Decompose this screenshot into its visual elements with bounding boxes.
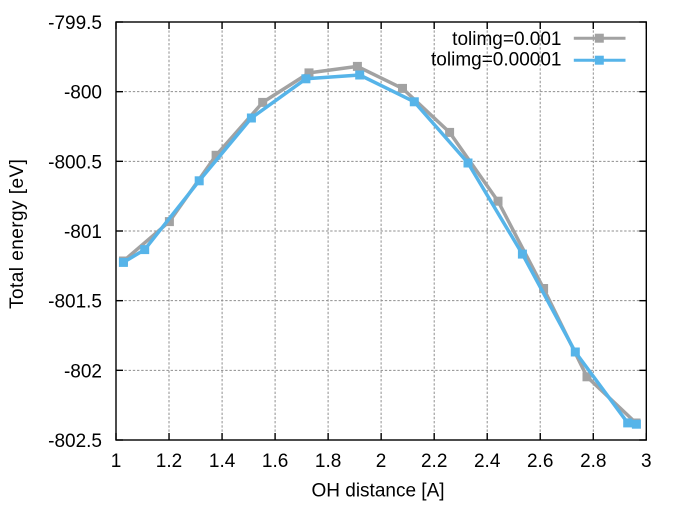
svg-text:-800.5: -800.5 <box>48 152 102 173</box>
svg-text:-801: -801 <box>64 222 102 243</box>
svg-text:-802.5: -802.5 <box>48 431 102 452</box>
svg-text:tolimg=0.00001: tolimg=0.00001 <box>431 50 561 71</box>
svg-text:OH distance [A]: OH distance [A] <box>311 481 444 502</box>
svg-text:2.6: 2.6 <box>527 451 553 472</box>
svg-text:-799.5: -799.5 <box>48 13 102 34</box>
svg-text:2.4: 2.4 <box>474 451 501 472</box>
svg-text:1: 1 <box>111 451 122 472</box>
svg-text:1.2: 1.2 <box>156 451 182 472</box>
svg-text:3: 3 <box>641 451 652 472</box>
svg-text:-800: -800 <box>64 83 102 104</box>
svg-text:2.8: 2.8 <box>580 451 606 472</box>
svg-text:-802: -802 <box>64 361 102 382</box>
svg-text:2: 2 <box>376 451 387 472</box>
svg-text:1.4: 1.4 <box>209 451 236 472</box>
svg-text:1.6: 1.6 <box>262 451 288 472</box>
svg-text:tolimg=0.001: tolimg=0.001 <box>452 29 561 50</box>
svg-text:-801.5: -801.5 <box>48 292 102 313</box>
svg-text:Total energy [eV]: Total energy [eV] <box>7 159 28 309</box>
svg-text:2.2: 2.2 <box>421 451 447 472</box>
svg-text:1.8: 1.8 <box>315 451 341 472</box>
